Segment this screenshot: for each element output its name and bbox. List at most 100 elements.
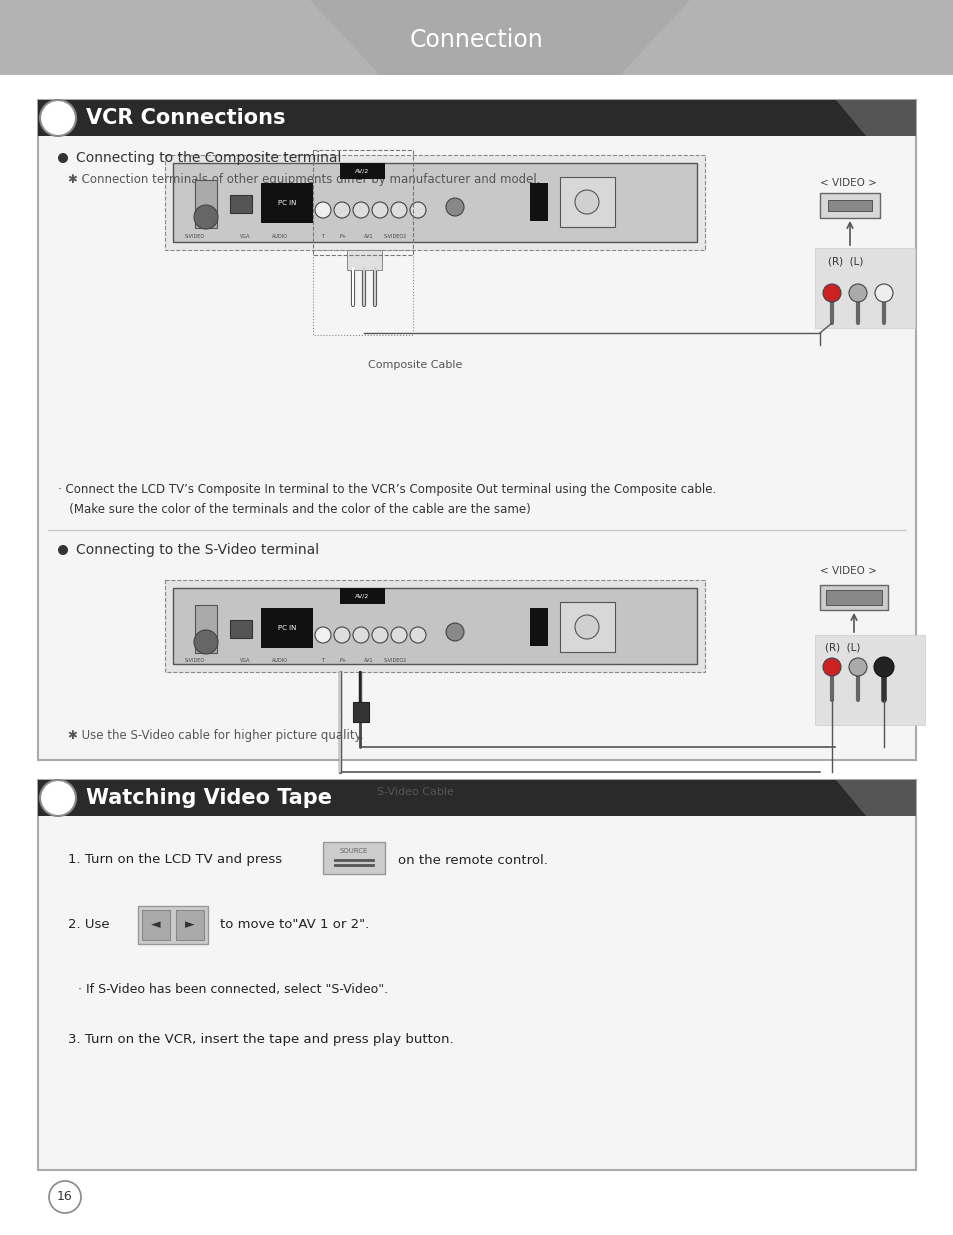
Circle shape	[446, 622, 463, 641]
Text: 3. Turn on the VCR, insert the tape and press play button.: 3. Turn on the VCR, insert the tape and …	[68, 1034, 453, 1046]
Text: S-VIDEO2: S-VIDEO2	[383, 235, 406, 240]
Bar	[261, 183, 313, 224]
Circle shape	[410, 203, 426, 219]
Text: (Make sure the color of the terminals and the color of the cable are the same): (Make sure the color of the terminals an…	[58, 504, 530, 516]
Bar	[172, 588, 697, 664]
Text: to move to"AV 1 or 2".: to move to"AV 1 or 2".	[220, 919, 369, 931]
Text: T: T	[321, 235, 324, 240]
Text: on the remote control.: on the remote control.	[397, 853, 547, 867]
Text: · Connect the LCD TV’s Composite In terminal to the VCR’s Composite Out terminal: · Connect the LCD TV’s Composite In term…	[58, 483, 716, 496]
Bar	[820, 193, 879, 219]
Circle shape	[848, 658, 866, 676]
Text: 1. Turn on the LCD TV and press: 1. Turn on the LCD TV and press	[68, 853, 282, 867]
Circle shape	[58, 153, 68, 163]
Bar	[339, 588, 385, 604]
Polygon shape	[835, 781, 915, 816]
Bar	[38, 100, 915, 136]
Text: ◄: ◄	[151, 919, 161, 931]
Bar	[814, 635, 924, 725]
Bar	[323, 842, 385, 874]
Bar	[38, 100, 915, 760]
Bar	[353, 701, 369, 722]
Text: Watching Video Tape: Watching Video Tape	[86, 788, 332, 808]
Circle shape	[193, 205, 218, 228]
Circle shape	[193, 630, 218, 655]
Text: < VIDEO >: < VIDEO >	[819, 566, 876, 576]
Circle shape	[874, 284, 892, 303]
Circle shape	[372, 203, 388, 219]
Text: PC IN: PC IN	[277, 200, 295, 206]
Bar	[172, 163, 697, 242]
Bar	[339, 163, 385, 179]
Circle shape	[49, 1181, 81, 1213]
Text: PC IN: PC IN	[277, 625, 295, 631]
Bar	[142, 910, 170, 940]
Bar	[347, 249, 381, 270]
Circle shape	[353, 203, 369, 219]
Circle shape	[446, 198, 463, 216]
Circle shape	[391, 203, 407, 219]
Circle shape	[575, 190, 598, 214]
Text: (R)  (L): (R) (L)	[827, 256, 862, 266]
Bar	[313, 249, 413, 335]
Circle shape	[873, 657, 893, 677]
Bar	[175, 910, 204, 940]
Text: S-VIDEO: S-VIDEO	[185, 657, 205, 662]
Text: Connection: Connection	[410, 28, 543, 52]
Text: Connecting to the Composite terminal: Connecting to the Composite terminal	[76, 151, 341, 165]
Text: T: T	[321, 657, 324, 662]
Bar	[825, 590, 882, 605]
Circle shape	[575, 615, 598, 638]
Circle shape	[372, 627, 388, 643]
Bar	[559, 177, 615, 227]
Bar	[530, 183, 547, 221]
Text: 2. Use: 2. Use	[68, 919, 110, 931]
Circle shape	[40, 781, 76, 816]
Circle shape	[58, 545, 68, 555]
Bar	[194, 180, 216, 228]
Text: VGA: VGA	[239, 235, 250, 240]
Text: AV/2: AV/2	[355, 594, 369, 599]
Text: P+: P+	[339, 657, 346, 662]
Text: AV1: AV1	[364, 657, 374, 662]
Bar	[38, 781, 915, 816]
Bar	[814, 248, 914, 329]
Circle shape	[822, 284, 841, 303]
Bar	[827, 200, 871, 211]
Bar	[313, 149, 413, 254]
Text: ✱ Use the S-Video cable for higher picture quality.: ✱ Use the S-Video cable for higher pictu…	[68, 729, 363, 741]
Circle shape	[334, 627, 350, 643]
Circle shape	[822, 658, 841, 676]
Circle shape	[314, 627, 331, 643]
Circle shape	[353, 627, 369, 643]
Bar	[230, 195, 252, 212]
Text: ►: ►	[185, 919, 194, 931]
Text: · If S-Video has been connected, select "S-Video".: · If S-Video has been connected, select …	[78, 983, 388, 997]
Bar	[0, 0, 953, 75]
Text: VCR Connections: VCR Connections	[86, 107, 285, 128]
Text: AV/2: AV/2	[355, 168, 369, 173]
Circle shape	[334, 203, 350, 219]
Text: S-Video Cable: S-Video Cable	[376, 787, 453, 797]
Text: 16: 16	[57, 1191, 72, 1203]
Bar	[559, 601, 615, 652]
Text: AUDIO: AUDIO	[272, 235, 288, 240]
Bar	[165, 580, 704, 672]
Polygon shape	[310, 0, 689, 75]
Bar	[138, 906, 208, 944]
Circle shape	[314, 203, 331, 219]
Bar	[261, 608, 313, 648]
Text: VGA: VGA	[239, 657, 250, 662]
Text: Connecting to the S-Video terminal: Connecting to the S-Video terminal	[76, 543, 319, 557]
Text: SOURCE: SOURCE	[339, 848, 368, 853]
Bar	[165, 156, 704, 249]
Text: (R)  (L): (R) (L)	[824, 643, 860, 653]
Circle shape	[40, 100, 76, 136]
Text: P+: P+	[339, 235, 346, 240]
Circle shape	[848, 284, 866, 303]
Polygon shape	[835, 100, 915, 136]
Bar	[230, 620, 252, 638]
Text: Composite Cable: Composite Cable	[368, 359, 461, 370]
Text: AUDIO: AUDIO	[272, 657, 288, 662]
Bar	[530, 608, 547, 646]
